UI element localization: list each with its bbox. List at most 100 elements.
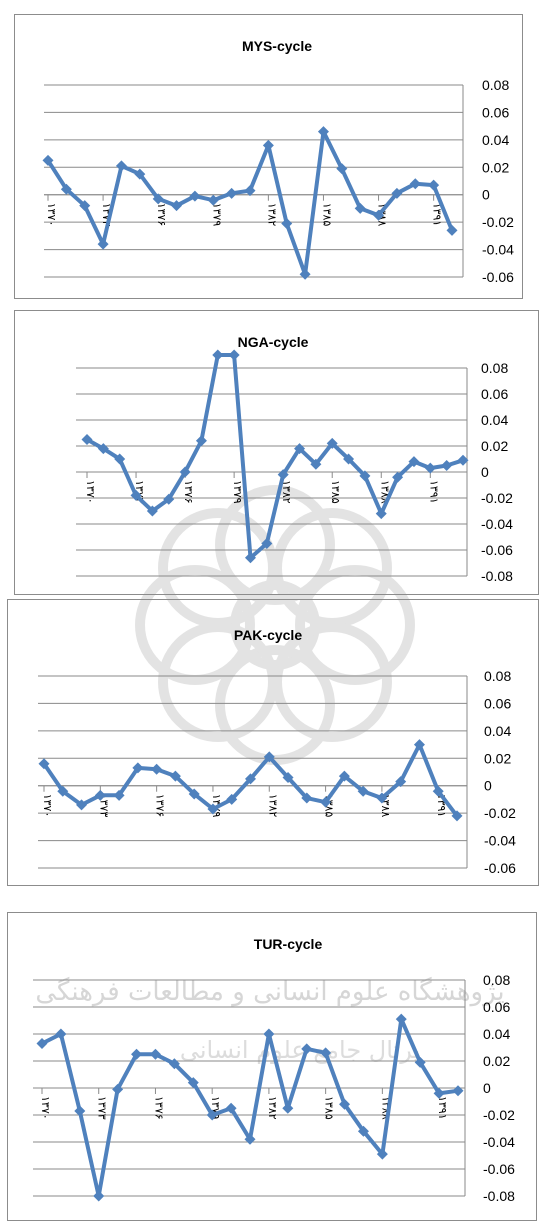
chart-pak-data-point: [338, 770, 350, 782]
chart-mys-frame: [14, 14, 523, 299]
chart-pak-data-point: [245, 773, 256, 785]
chart-pak-ytick-label: 0.04: [484, 723, 511, 739]
chart-mys-title: MYS-cycle: [242, 38, 312, 54]
chart-tur-xtick-label: ۱۳۷۳: [96, 1096, 108, 1120]
chart-nga-data-point: [212, 349, 224, 361]
chart-pak-ytick-label: -0.02: [484, 805, 516, 821]
chart-tur-data-point: [131, 1048, 143, 1060]
chart-pak-data-point: [38, 758, 50, 770]
chart-tur-data-point: [395, 1013, 407, 1025]
chart-nga-data-point: [359, 470, 371, 482]
chart-tur-data-point: [149, 1048, 161, 1060]
chart-tur-frame: [7, 912, 537, 1221]
chart-tur-data-point: [376, 1148, 388, 1160]
chart-nga-data-point: [294, 443, 306, 455]
chart-nga-ytick-label: -0.02: [481, 490, 513, 506]
chart-nga-data-point: [179, 466, 191, 478]
chart-pak-data-point: [376, 792, 388, 804]
chart-tur-data-point: [282, 1102, 294, 1114]
chart-tur-data-point: [93, 1190, 105, 1202]
chart-tur-ytick-label: 0.02: [483, 1053, 510, 1069]
chart-tur-data-point: [452, 1085, 464, 1097]
chart-pak-data-point: [94, 789, 106, 801]
chart-pak-ytick-label: 0: [484, 778, 492, 794]
chart-mys-data-point: [354, 202, 366, 214]
chart-nga-xtick-label: ۱۳۸۲: [280, 480, 292, 504]
chart-tur-xtick-label: ۱۳۷۶: [152, 1096, 164, 1120]
chart-tur-xtick-label: ۱۳۸۲: [266, 1096, 278, 1120]
chart-nga-data-point: [392, 471, 404, 483]
chart-tur-ytick-label: 0.06: [483, 999, 510, 1015]
chart-mys-data-point: [97, 238, 109, 250]
chart-tur-data-point: [263, 1028, 275, 1040]
chart-nga-xtick-label: ۱۳۷۹: [231, 480, 243, 504]
chart-pak-data-point: [320, 796, 332, 808]
chart-nga-data-point: [343, 453, 355, 465]
chart-nga-ytick-label: -0.06: [481, 542, 513, 558]
chart-pak-data-point: [395, 776, 407, 788]
chart-mys-data-point: [262, 139, 274, 151]
chart-mys-data-point: [115, 160, 127, 172]
chart-mys-xtick-label: ۱۳۸۵: [320, 203, 332, 227]
chart-mys-data-point: [79, 200, 91, 212]
chart-nga-data-point: [326, 437, 338, 449]
chart-mys-xtick-label: ۱۳۷۶: [155, 203, 167, 227]
chart-pak-data-point: [357, 785, 369, 797]
chart-pak-ytick-label: 0.06: [484, 695, 511, 711]
chart-nga-data-point: [130, 489, 142, 501]
chart-tur-data-point: [301, 1043, 313, 1055]
chart-tur-ytick-label: -0.04: [483, 1134, 515, 1150]
chart-pak-ytick-label: 0.02: [484, 750, 511, 766]
chart-pak-data-point: [188, 788, 200, 800]
chart-mys-data-point: [446, 224, 458, 236]
chart-pak-data-point: [282, 771, 294, 783]
chart-tur-data-point: [168, 1058, 180, 1070]
chart-nga-xtick-label: ۱۳۸۵: [329, 480, 341, 504]
chart-nga-data-point: [261, 538, 273, 549]
chart-mys-xtick-label: ۱۳۸۲: [265, 203, 277, 227]
chart-nga-data-point: [97, 443, 109, 455]
chart-pak-xtick-label: ۱۳۷۶: [154, 794, 166, 818]
chart-mys-data-point: [281, 218, 293, 230]
chart-pak-xtick-label: ۱۳۷۰: [41, 794, 53, 818]
chart-pak-data-point: [76, 799, 88, 811]
chart-nga-data-point: [441, 460, 453, 471]
chart-nga-ytick-label: 0.02: [481, 438, 508, 454]
chart-tur-ytick-label: -0.06: [483, 1161, 515, 1177]
chart-tur-title: TUR-cycle: [254, 936, 323, 952]
chart-nga-data-point: [244, 552, 256, 564]
chart-nga-ytick-label: 0.06: [481, 386, 508, 402]
chart-nga-ytick-label: 0: [481, 464, 489, 480]
chart-tur-data-point: [206, 1109, 218, 1121]
chart-tur-ytick-label: 0: [483, 1080, 491, 1096]
chart-nga-data-point: [163, 493, 175, 505]
chart-nga-data-point: [424, 462, 436, 474]
chart-mys-data-point: [42, 154, 54, 166]
chart-tur-data-point: [244, 1133, 256, 1145]
chart-nga-data-point: [81, 434, 93, 445]
chart-mys-data-point: [317, 126, 329, 138]
chart-mys-xtick-label: ۱۳۹۱: [431, 203, 443, 227]
chart-mys-ytick-label: -0.06: [482, 269, 514, 285]
chart-mys-data-point: [207, 194, 219, 206]
chart-pak-data-point: [226, 793, 238, 805]
chart-mys-data-point: [244, 185, 256, 197]
chart-tur-data-point: [112, 1083, 124, 1095]
chart-nga-title: NGA-cycle: [238, 334, 309, 350]
chart-mys-data-point: [336, 163, 348, 175]
chart-tur-data-point: [225, 1102, 237, 1114]
chart-pak-ytick-label: -0.06: [484, 860, 516, 876]
chart-pak-data-point: [113, 789, 125, 801]
chart-mys-data-point: [152, 193, 164, 205]
chart-mys-xtick-label: ۱۳۷۰: [45, 203, 57, 227]
chart-tur-data-point: [433, 1087, 445, 1099]
chart-pak-data-point: [207, 803, 219, 815]
chart-nga-data-point: [195, 435, 207, 447]
chart-pak-data-point: [432, 785, 444, 797]
chart-tur-data-point: [74, 1105, 86, 1117]
chart-nga-data-point: [375, 508, 387, 520]
chart-mys-data-point: [189, 190, 201, 202]
chart-tur-ytick-label: 0.08: [483, 972, 510, 988]
